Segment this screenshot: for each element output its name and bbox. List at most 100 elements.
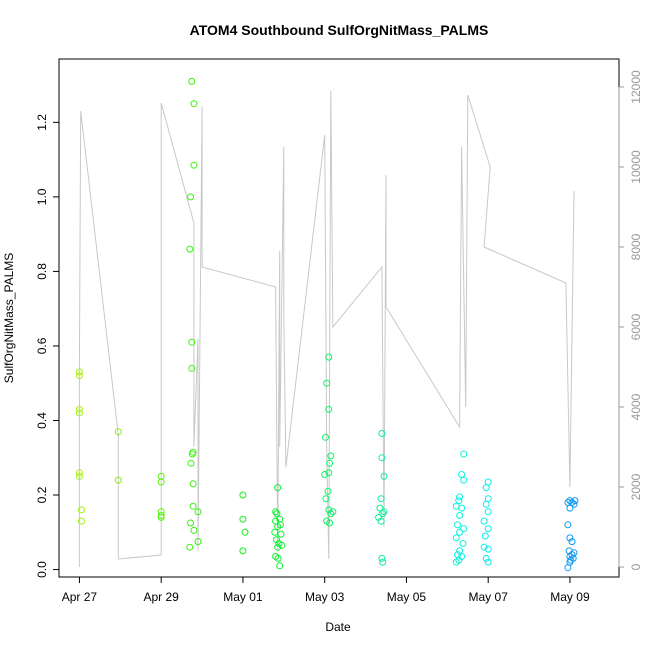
data-point	[276, 562, 284, 570]
data-point	[380, 508, 388, 516]
data-point	[566, 534, 574, 542]
y-tick-label: 0.8	[35, 263, 49, 280]
data-point	[321, 471, 329, 478]
data-point	[324, 487, 332, 495]
data-point	[482, 500, 490, 508]
y2-tick-label: 4000	[629, 393, 643, 420]
data-point	[322, 495, 330, 503]
data-point	[566, 497, 574, 505]
data-point	[75, 469, 83, 477]
data-point	[379, 558, 387, 566]
data-point	[325, 469, 333, 477]
data-point	[454, 521, 461, 529]
data-point	[277, 530, 285, 538]
x-axis-label: Date	[325, 620, 351, 634]
data-point	[274, 484, 282, 492]
data-point	[460, 525, 468, 533]
data-point	[484, 508, 492, 516]
data-point	[274, 554, 282, 562]
data-point	[272, 508, 280, 516]
data-point	[326, 459, 334, 467]
x-tick-label: Apr 27	[62, 590, 98, 604]
data-point	[78, 506, 85, 514]
data-point	[75, 472, 83, 480]
x-axis: Apr 27 Apr 29 May 01 May 03 May 05 May 07 May …	[62, 576, 590, 604]
data-point	[564, 564, 572, 572]
data-point	[325, 506, 333, 514]
data-point	[190, 100, 198, 108]
data-point	[379, 510, 387, 518]
data-point	[480, 543, 488, 551]
data-point	[278, 541, 286, 549]
y2-axis: 0 2000 4000 6000 8000 10000 12000	[618, 70, 643, 570]
data-point	[188, 364, 196, 372]
data-point	[271, 528, 279, 536]
data-point	[460, 476, 468, 484]
x-tick-label: May 03	[305, 590, 345, 604]
data-point	[239, 547, 247, 555]
y2-tick-label: 12000	[629, 70, 643, 104]
data-point	[484, 558, 492, 566]
data-point	[456, 528, 464, 536]
y-tick-label: 0.0	[35, 561, 49, 578]
altitude-line	[78, 90, 575, 567]
data-point	[325, 353, 333, 361]
data-point	[452, 534, 460, 542]
data-point	[326, 519, 334, 527]
y2-tick-label: 8000	[629, 233, 643, 260]
data-point	[484, 525, 492, 533]
data-point	[78, 517, 85, 525]
y-axis: 0.0 0.2 0.4 0.6 0.8 1.0 1.2	[35, 114, 60, 578]
data-point	[189, 480, 197, 488]
y2-tick-label: 0	[629, 563, 643, 570]
data-points	[75, 77, 579, 572]
data-point	[378, 454, 386, 462]
y2-tick-label: 10000	[629, 150, 643, 184]
data-point	[114, 476, 122, 484]
data-point	[189, 502, 197, 510]
y-tick-label: 0.6	[35, 337, 49, 354]
data-point	[482, 484, 490, 492]
data-point	[480, 517, 488, 525]
x-tick-label: May 09	[550, 590, 590, 604]
chart-title: ATOM4 Southbound SulfOrgNitMass_PALMS	[190, 22, 489, 38]
plot-frame	[58, 58, 620, 578]
data-point	[114, 428, 122, 436]
data-point	[380, 472, 388, 480]
x-tick-label: May 07	[469, 590, 509, 604]
x-tick-label: May 01	[223, 590, 263, 604]
data-point	[75, 372, 83, 380]
data-point	[325, 405, 333, 413]
data-point	[187, 193, 195, 201]
data-point	[241, 528, 249, 536]
data-point	[564, 521, 572, 529]
data-point	[566, 504, 574, 512]
data-point	[377, 517, 385, 525]
data-point	[376, 504, 384, 512]
data-point	[571, 497, 579, 505]
data-point	[484, 545, 492, 553]
data-point	[459, 540, 467, 547]
data-point	[186, 245, 194, 253]
data-point	[75, 368, 83, 376]
data-point	[157, 512, 165, 519]
y2-tick-label: 6000	[629, 313, 643, 340]
data-point	[455, 497, 463, 505]
data-point	[274, 543, 282, 551]
data-point	[322, 433, 329, 441]
data-point	[239, 491, 247, 499]
data-point	[188, 77, 196, 85]
data-point	[377, 495, 385, 503]
data-point	[456, 493, 464, 501]
data-point	[484, 495, 492, 503]
data-point	[378, 554, 386, 562]
data-point	[568, 538, 576, 546]
data-point	[188, 338, 196, 346]
data-point	[190, 526, 198, 534]
data-point	[327, 510, 335, 518]
y-axis-label: SulfOrgNitMass_PALMS	[2, 253, 16, 383]
data-point	[273, 536, 280, 544]
data-point	[75, 409, 83, 417]
y-tick-label: 1.0	[35, 188, 49, 205]
